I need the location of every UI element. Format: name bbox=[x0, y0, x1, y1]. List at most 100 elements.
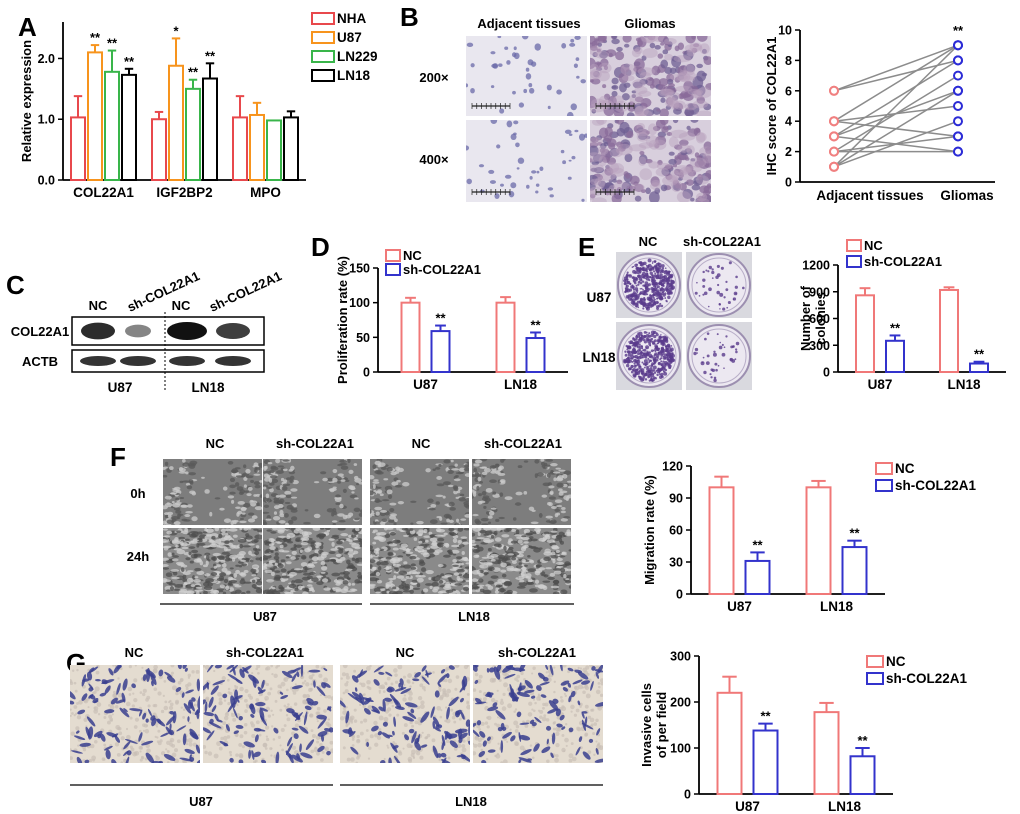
panel-b-ytick-label: 2 bbox=[785, 145, 792, 159]
panel-g-ylabel-line: of per field bbox=[654, 692, 669, 759]
panel-e-legend-swatch bbox=[846, 239, 862, 252]
panel-c-band-label: COL22A1 bbox=[11, 324, 70, 339]
panel-g-col-header: sh-COL22A1 bbox=[226, 645, 304, 660]
panel-c-lane-label: sh-COL22A1 bbox=[125, 268, 202, 315]
panel-f-group-label: LN18 bbox=[458, 609, 490, 624]
panel-b-point-adjacent bbox=[829, 161, 839, 172]
panel-g-group-label: LN18 bbox=[455, 794, 487, 809]
panel-a-xtick-label: MPO bbox=[250, 185, 281, 200]
panel-e-ytick-label: 0 bbox=[823, 366, 830, 380]
panel-a-sig-label: ** bbox=[124, 54, 135, 69]
wound-image-24h bbox=[472, 528, 571, 594]
panel-b-col-header: Gliomas bbox=[624, 16, 675, 31]
panel-a-legend-label: LN18 bbox=[337, 68, 371, 83]
panel-f-chart: 0 30 60 90 120 Migration rate (%) ** U87 ** LN18 N… bbox=[642, 460, 977, 615]
panel-d-sig-label: ** bbox=[530, 317, 541, 332]
panel-f-legend-label: sh-COL22A1 bbox=[895, 478, 977, 493]
panel-c-band-actb bbox=[120, 356, 156, 366]
transwell-image bbox=[473, 665, 603, 763]
panel-f-ytick-label: 60 bbox=[669, 524, 683, 538]
panel-e-ylabel-line: Number of bbox=[798, 285, 813, 351]
panel-b-pair-line bbox=[833, 44, 959, 92]
panel-b-ylabel: IHC score of COL22A1 bbox=[764, 37, 779, 176]
panel-a-bar bbox=[121, 73, 137, 181]
wound-image-0h bbox=[163, 459, 262, 525]
transwell-image bbox=[70, 665, 200, 763]
panel-b-row-header: 200× bbox=[419, 70, 449, 85]
panel-b-pair-line bbox=[833, 44, 959, 168]
panel-c-lane-label: sh-COL22A1 bbox=[207, 268, 284, 315]
colony-dish-u87-sh bbox=[686, 252, 752, 318]
panel-f-sig-label: ** bbox=[752, 537, 763, 552]
panel-g-ylabel-line: Invasive cells bbox=[639, 683, 654, 767]
panel-d-bar bbox=[525, 337, 546, 374]
transwell-image bbox=[340, 665, 470, 763]
colony-dish-ln18-nc bbox=[616, 322, 682, 390]
panel-f-legend-swatch bbox=[875, 462, 893, 475]
ihc-image-glioma-400x bbox=[590, 120, 711, 202]
panel-f-sig-label: ** bbox=[849, 526, 860, 541]
panel-c-group-label: U87 bbox=[108, 380, 133, 395]
panel-g-sig-label: ** bbox=[760, 709, 771, 724]
panel-g-legend-label: NC bbox=[886, 654, 906, 669]
panel-f-col-header: sh-COL22A1 bbox=[484, 436, 562, 451]
panel-d-bar bbox=[430, 330, 451, 373]
panel-label-d: D bbox=[311, 232, 330, 262]
panel-g-col-header: NC bbox=[125, 645, 144, 660]
panel-f-ytick-label: 120 bbox=[662, 460, 683, 474]
panel-a-legend-swatch bbox=[311, 12, 335, 25]
panel-e-bar bbox=[969, 362, 989, 374]
panel-e-sig-label: ** bbox=[890, 320, 901, 335]
ihc-image-adjacent-400x bbox=[466, 120, 587, 202]
panel-f-ytick-label: 90 bbox=[669, 492, 683, 506]
panel-e-xtick-label: U87 bbox=[868, 377, 893, 392]
panel-b-point-glioma bbox=[953, 101, 963, 111]
panel-a-xtick-label: IGF2BP2 bbox=[156, 185, 212, 200]
panel-f-legend-label: NC bbox=[895, 461, 915, 476]
panel-e-ytick-label: 900 bbox=[809, 285, 830, 299]
panel-d-legend-swatch bbox=[385, 263, 401, 276]
panel-a-legend-label: U87 bbox=[337, 30, 362, 45]
panel-d-sig-label: ** bbox=[435, 311, 446, 326]
panel-a-bar bbox=[202, 77, 218, 181]
panel-e-row-header: U87 bbox=[587, 290, 612, 305]
panel-a-ytick-label: 2.0 bbox=[38, 52, 55, 66]
panel-e-xtick-label: LN18 bbox=[947, 377, 981, 392]
panel-f-bar bbox=[805, 486, 832, 596]
panel-e-ytick-label: 300 bbox=[809, 339, 830, 353]
panel-g-bar bbox=[752, 729, 779, 796]
panel-label-a: A bbox=[18, 12, 37, 42]
panel-c-band-actb bbox=[80, 356, 116, 366]
panel-a-ylabel: Relative expression bbox=[19, 40, 34, 162]
panel-a-bar bbox=[87, 51, 103, 182]
panel-e-chart: 0 300 600 900 1200 Number of colonies ** U87 ** LN… bbox=[798, 238, 1006, 392]
panel-g-legend-label: sh-COL22A1 bbox=[886, 671, 968, 686]
panel-a-ytick-label: 0.0 bbox=[38, 174, 55, 188]
panel-b-ytick-label: 0 bbox=[785, 176, 792, 190]
panel-b-point-adjacent bbox=[829, 85, 839, 96]
panel-a-legend-label: LN229 bbox=[337, 49, 378, 64]
panel-b-point-glioma bbox=[953, 85, 963, 96]
wound-image-24h bbox=[163, 528, 262, 594]
panel-f-col-header: sh-COL22A1 bbox=[276, 436, 354, 451]
panel-c-band-col22a1 bbox=[81, 322, 115, 340]
panel-a-sig-label: * bbox=[173, 23, 179, 38]
panel-g-group-label: U87 bbox=[189, 794, 213, 809]
panel-e-col-header: sh-COL22A1 bbox=[683, 234, 761, 249]
panel-d-xtick-label: LN18 bbox=[504, 377, 538, 392]
panel-g-col-header: NC bbox=[396, 645, 415, 660]
panel-a-legend-swatch bbox=[311, 69, 335, 82]
panel-e-legend-label: sh-COL22A1 bbox=[864, 254, 942, 269]
panel-g-ytick-label: 200 bbox=[670, 696, 691, 710]
panel-d-ytick-label: 150 bbox=[349, 262, 370, 276]
panel-label-f: F bbox=[110, 442, 126, 472]
panel-c-lane-label: NC bbox=[172, 298, 191, 313]
panel-c-band-label: ACTB bbox=[22, 354, 58, 369]
panel-c-blot-actb bbox=[71, 349, 265, 373]
panel-a-bar bbox=[266, 119, 282, 181]
panel-c-group-label: LN18 bbox=[191, 380, 225, 395]
wound-image-24h bbox=[263, 528, 362, 594]
